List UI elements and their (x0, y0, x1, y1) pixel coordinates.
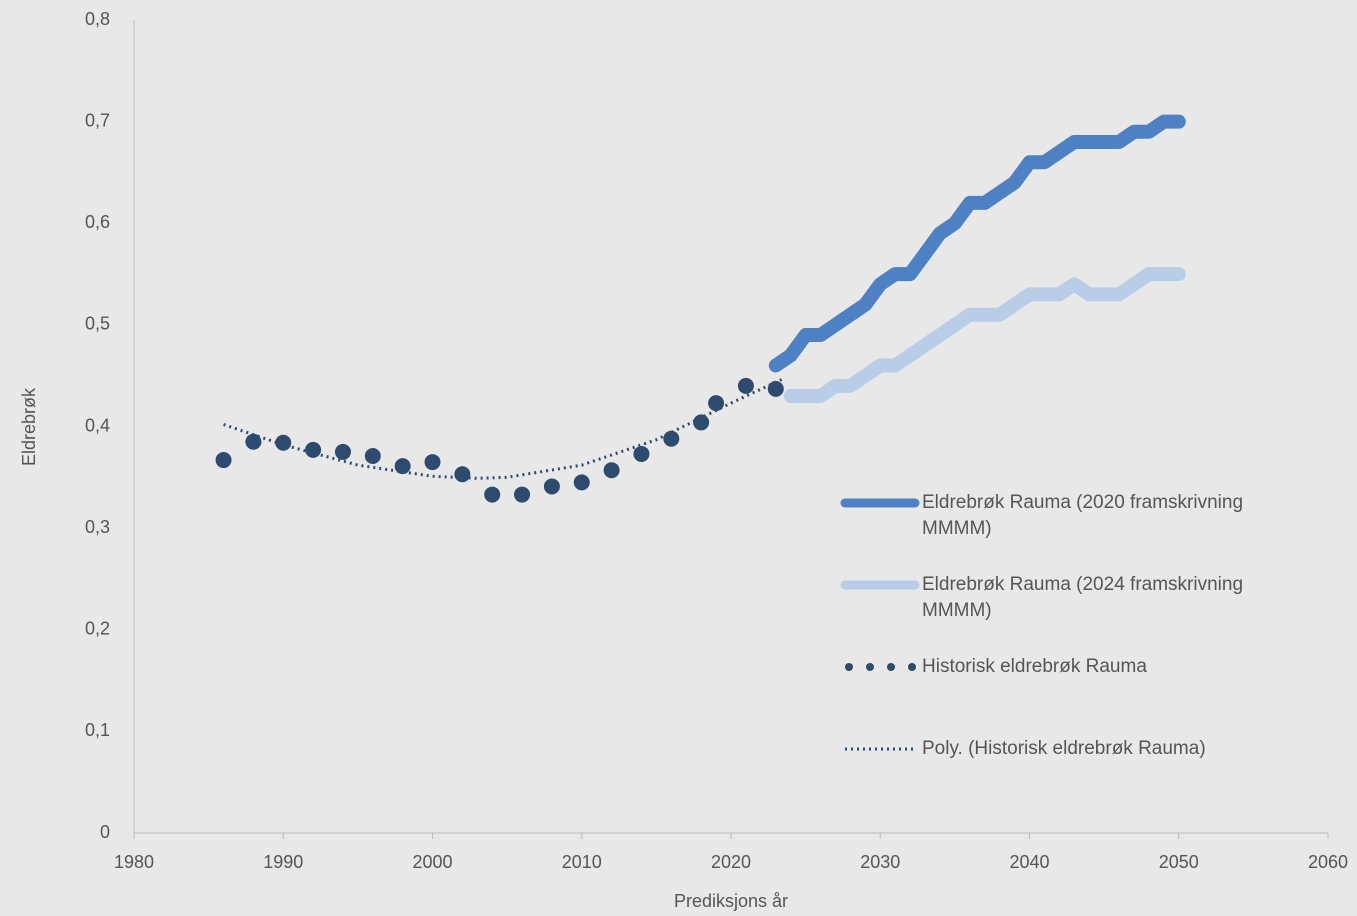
series-line (768, 114, 1186, 373)
data-point (693, 414, 710, 431)
data-point (633, 445, 650, 462)
x-tick-label: 2040 (1009, 852, 1049, 872)
data-point (663, 430, 680, 447)
y-axis-label: Eldrebrøk (19, 387, 39, 466)
series-line (783, 267, 1186, 404)
data-point (424, 454, 441, 471)
legend-marker (887, 663, 895, 671)
data-point (737, 377, 754, 394)
data-point (364, 447, 381, 464)
data-point (305, 441, 322, 458)
data-point (275, 434, 292, 451)
data-point (767, 380, 784, 397)
data-point (334, 443, 351, 460)
data-point (215, 452, 232, 469)
x-tick-label: 2060 (1308, 852, 1348, 872)
y-tick-label: 0,2 (85, 619, 110, 639)
y-tick-label: 0,4 (85, 415, 110, 435)
legend-label: Eldrebrøk Rauma (2020 framskrivning MMMM… (922, 492, 1244, 539)
x-tick-label: 2020 (711, 852, 751, 872)
legend-label: Poly. (Historisk eldrebrøk Rauma) (922, 738, 1206, 759)
data-point (454, 466, 471, 483)
x-tick-label: 2030 (860, 852, 900, 872)
legend-marker (866, 663, 874, 671)
x-tick-label: 2010 (562, 852, 602, 872)
x-tick-label: 1990 (263, 852, 303, 872)
data-point (484, 486, 501, 503)
y-tick-label: 0,1 (85, 720, 110, 740)
x-tick-label: 1980 (114, 852, 154, 872)
y-tick-label: 0 (100, 822, 110, 842)
y-tick-label: 0,7 (85, 110, 110, 130)
legend-label: Historisk eldrebrøk Rauma (922, 656, 1147, 677)
series-line (223, 377, 784, 480)
x-tick-label: 2050 (1159, 852, 1199, 872)
data-point (543, 478, 560, 495)
y-tick-label: 0,3 (85, 517, 110, 537)
legend-marker (845, 663, 853, 671)
y-tick-label: 0,5 (85, 314, 110, 334)
data-point (603, 462, 620, 479)
y-tick-label: 0,8 (85, 9, 110, 29)
legend-marker (908, 663, 916, 671)
legend-label: Eldrebrøk Rauma (2024 framskrivning MMMM… (922, 574, 1244, 621)
data-point (514, 486, 531, 503)
x-axis-label: Prediksjons år (674, 891, 788, 911)
data-point (245, 433, 262, 450)
data-point (573, 474, 590, 491)
x-tick-label: 2000 (412, 852, 452, 872)
y-tick-label: 0,6 (85, 212, 110, 232)
